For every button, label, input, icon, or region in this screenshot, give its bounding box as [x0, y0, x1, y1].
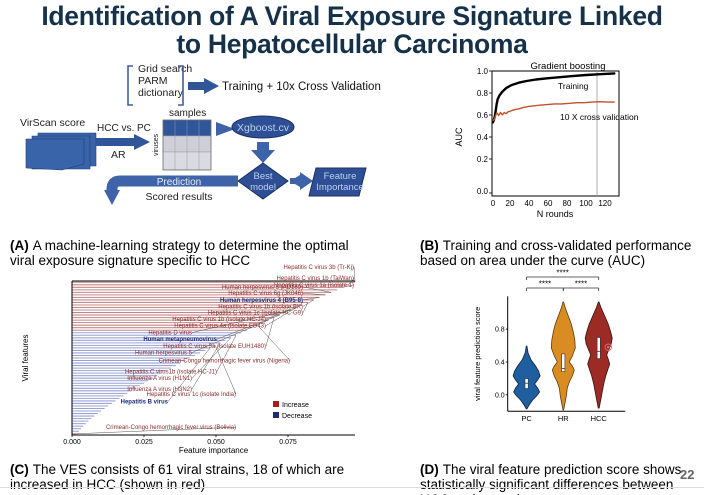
svg-text:120: 120	[598, 199, 612, 208]
svg-text:Hepatitis B virus: Hepatitis B virus	[121, 400, 169, 406]
svg-text:Best: Best	[253, 171, 272, 182]
svg-text:60: 60	[544, 199, 553, 208]
svg-text:viral feature prediction score: viral feature prediction score	[473, 307, 482, 401]
svg-text:100: 100	[579, 199, 593, 208]
svg-text:HR: HR	[558, 414, 569, 423]
svg-text:Xgboost.cv: Xgboost.cv	[237, 122, 290, 134]
svg-text:Hepatitis C virus 1c (isolate: Hepatitis C virus 1c (isolate HC-G9)	[208, 311, 303, 317]
svg-text:Training: Training	[558, 81, 589, 91]
svg-text:0.2: 0.2	[477, 155, 489, 164]
svg-text:PARM: PARM	[138, 75, 168, 87]
svg-text:Human herpesvirus 5: Human herpesvirus 5	[135, 351, 193, 357]
svg-text:0.8: 0.8	[495, 327, 505, 334]
svg-text:10 X cross validation: 10 X cross validation	[560, 112, 639, 122]
svg-text:Hepatitis D virus: Hepatitis D virus	[148, 331, 192, 337]
svg-text:Influenza A virus (H1N1): Influenza A virus (H1N1)	[127, 376, 192, 382]
svg-text:viruses: viruses	[153, 133, 160, 156]
svg-text:0: 0	[491, 199, 496, 208]
svg-text:Viral features: Viral features	[21, 335, 30, 382]
svg-text:0.0: 0.0	[477, 187, 489, 196]
svg-text:Hepatitis C virus 1b (isolate: Hepatitis C virus 1b (isolate BK)	[218, 304, 303, 310]
svg-text:model: model	[250, 182, 276, 193]
svg-text:Hepatitis C virus 4a (isolate: Hepatitis C virus 4a (isolate ED43)	[174, 324, 266, 330]
svg-text:AR: AR	[111, 149, 126, 161]
svg-text:PC: PC	[521, 414, 532, 423]
svg-text:Crimean-Congo hemorrhagic feve: Crimean-Congo hemorrhagic fever virus (N…	[159, 359, 290, 365]
svg-text:0.075: 0.075	[279, 439, 297, 446]
svg-text:dictionary: dictionary	[138, 87, 184, 99]
svg-text:Training + 10x Cross Validatio: Training + 10x Cross Validation	[222, 81, 381, 93]
svg-text:Feature: Feature	[324, 171, 357, 182]
svg-text:1.0: 1.0	[477, 67, 489, 76]
svg-text:Crimean-Congo hemorrhagic feve: Crimean-Congo hemorrhagic fever virus (B…	[106, 425, 236, 431]
svg-text:Scored results: Scored results	[145, 191, 212, 203]
svg-text:80: 80	[563, 199, 572, 208]
svg-text:0.050: 0.050	[207, 439, 225, 446]
svg-text:Feature importance: Feature importance	[179, 446, 249, 455]
svg-text:Prediction: Prediction	[157, 177, 201, 188]
svg-text:0.8: 0.8	[477, 89, 489, 98]
svg-text:AUC: AUC	[454, 127, 464, 147]
svg-text:20: 20	[506, 199, 515, 208]
svg-text:****: ****	[556, 269, 568, 278]
svg-text:Increase: Increase	[282, 402, 309, 409]
svg-text:N rounds: N rounds	[537, 209, 574, 219]
svg-text:HCC: HCC	[591, 414, 608, 423]
svg-text:0.4: 0.4	[495, 360, 505, 367]
svg-text:Hepatitis C virus 6g (JK046): Hepatitis C virus 6g (JK046)	[228, 291, 303, 297]
svg-text:Hepatitis C virus 1c (isolate: Hepatitis C virus 1c (isolate India)	[147, 392, 236, 398]
svg-text:samples: samples	[169, 108, 206, 119]
svg-text:VirScan score: VirScan score	[20, 117, 85, 129]
svg-text:Hepatitis C virus 5a (isolate: Hepatitis C virus 5a (isolate EUH1480)	[163, 344, 266, 350]
svg-text:0.4: 0.4	[477, 133, 489, 142]
svg-text:Importance: Importance	[316, 182, 364, 193]
svg-text:****: ****	[575, 280, 587, 289]
svg-text:****: ****	[539, 280, 551, 289]
svg-text:40: 40	[525, 199, 534, 208]
svg-text:0.025: 0.025	[135, 439, 153, 446]
svg-text:Human herpesvirus 4 (B95-8): Human herpesvirus 4 (B95-8)	[220, 298, 303, 304]
svg-text:Grid search: Grid search	[138, 63, 192, 75]
svg-text:Human herpesvirus 5 (AD169): Human herpesvirus 5 (AD169)	[222, 285, 303, 291]
svg-text:Decrease: Decrease	[282, 413, 312, 420]
svg-text:0.000: 0.000	[63, 439, 81, 446]
svg-text:Hepatitis C virus 1b (isolate: Hepatitis C virus 1b (isolate HC-J4)	[172, 317, 266, 323]
svg-text:0.6: 0.6	[477, 111, 489, 120]
svg-text:Hepatitis C virus1b (isolate H: Hepatitis C virus1b (isolate HC-J1)	[125, 369, 217, 375]
svg-text:HCC vs. PC: HCC vs. PC	[97, 123, 151, 134]
svg-text:0.0: 0.0	[495, 392, 505, 399]
svg-text:Human metapneumovirus: Human metapneumovirus	[143, 337, 217, 343]
